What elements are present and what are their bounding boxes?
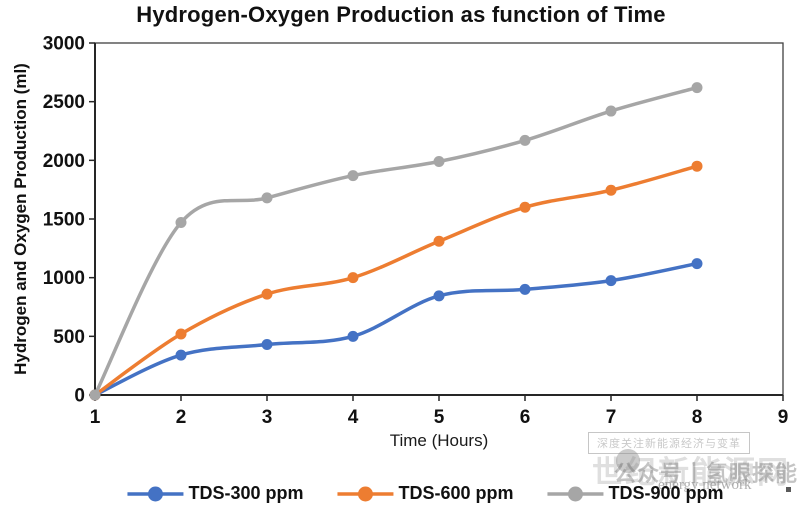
data-point-marker [691, 160, 703, 172]
series-tds-900-ppm [89, 82, 703, 401]
x-tick-label: 7 [606, 407, 617, 428]
x-tick-label: 6 [520, 407, 531, 428]
legend-label: TDS-300 ppm [188, 483, 304, 503]
watermark-english-text: energy network [658, 477, 752, 493]
x-tick-label: 3 [262, 407, 273, 428]
data-point-marker [691, 82, 703, 94]
y-tick-label: 2500 [43, 92, 85, 113]
x-axis-title: Time (Hours) [389, 431, 489, 450]
data-point-marker [519, 201, 531, 213]
data-point-marker [175, 328, 187, 340]
plot-border [94, 42, 784, 396]
y-tick-label: 1000 [43, 268, 85, 289]
legend-marker-tds-900-icon [547, 486, 604, 501]
x-tick-label: 8 [692, 407, 703, 428]
x-tick-label: 2 [176, 407, 187, 428]
x-tick-label: 5 [434, 407, 445, 428]
watermark-overlay-text: 公众号丨氢眼探能 [614, 461, 799, 486]
data-point-marker [433, 290, 445, 302]
data-point-marker [261, 288, 273, 300]
data-point-marker [347, 272, 359, 284]
chart-title: Hydrogen-Oxygen Production as function o… [136, 2, 666, 27]
data-point-marker [433, 235, 445, 247]
y-tick-label: 0 [74, 386, 85, 407]
y-tick-label: 500 [53, 327, 85, 348]
y-tick-label: 3000 [43, 34, 85, 55]
legend-marker-tds-600-icon [337, 486, 394, 501]
data-point-marker [261, 339, 273, 351]
data-point-marker [261, 192, 273, 204]
watermark-dot [786, 487, 791, 492]
data-point-marker [691, 258, 703, 270]
data-point-marker [519, 134, 531, 146]
legend-item-tds-300: TDS-300 ppm [126, 483, 303, 504]
data-point-marker [347, 330, 359, 342]
data-point-marker [433, 156, 445, 168]
legend-item-tds-900: TDS-900 ppm [547, 483, 724, 504]
watermark-large-text: 世纪新能源网 [592, 455, 790, 490]
x-tick-label: 4 [348, 407, 359, 428]
x-tick-label: 1 [90, 407, 101, 428]
y-tick-label: 1500 [43, 210, 85, 231]
chart-legend: TDS-300 ppm TDS-600 ppm TDS-900 ppm [126, 483, 724, 504]
series-line [93, 261, 699, 397]
legend-item-tds-600: TDS-600 ppm [336, 483, 514, 504]
legend-label: TDS-900 ppm [608, 483, 724, 503]
x-tick-label: 9 [778, 407, 789, 428]
legend-label: TDS-600 ppm [398, 483, 514, 503]
watermark-boxed-text: 深度关注新能源经济与变革 [588, 432, 750, 454]
y-tick-label: 2000 [43, 151, 85, 172]
data-point-marker [605, 184, 617, 196]
data-point-marker [175, 217, 187, 229]
data-point-marker [347, 170, 359, 182]
watermark-logo-icon [616, 449, 640, 473]
data-point-marker [605, 275, 617, 287]
legend-marker-tds-300-icon [127, 486, 184, 501]
data-point-marker [175, 349, 187, 361]
line-chart-plot: 0 500 1000 1500 2000 2500 3000 1 2 3 4 5 6 7 8 9 [43, 34, 789, 429]
data-point-marker [519, 283, 531, 295]
data-point-marker [605, 105, 617, 117]
series-line [93, 85, 699, 397]
data-point-marker [89, 389, 101, 401]
